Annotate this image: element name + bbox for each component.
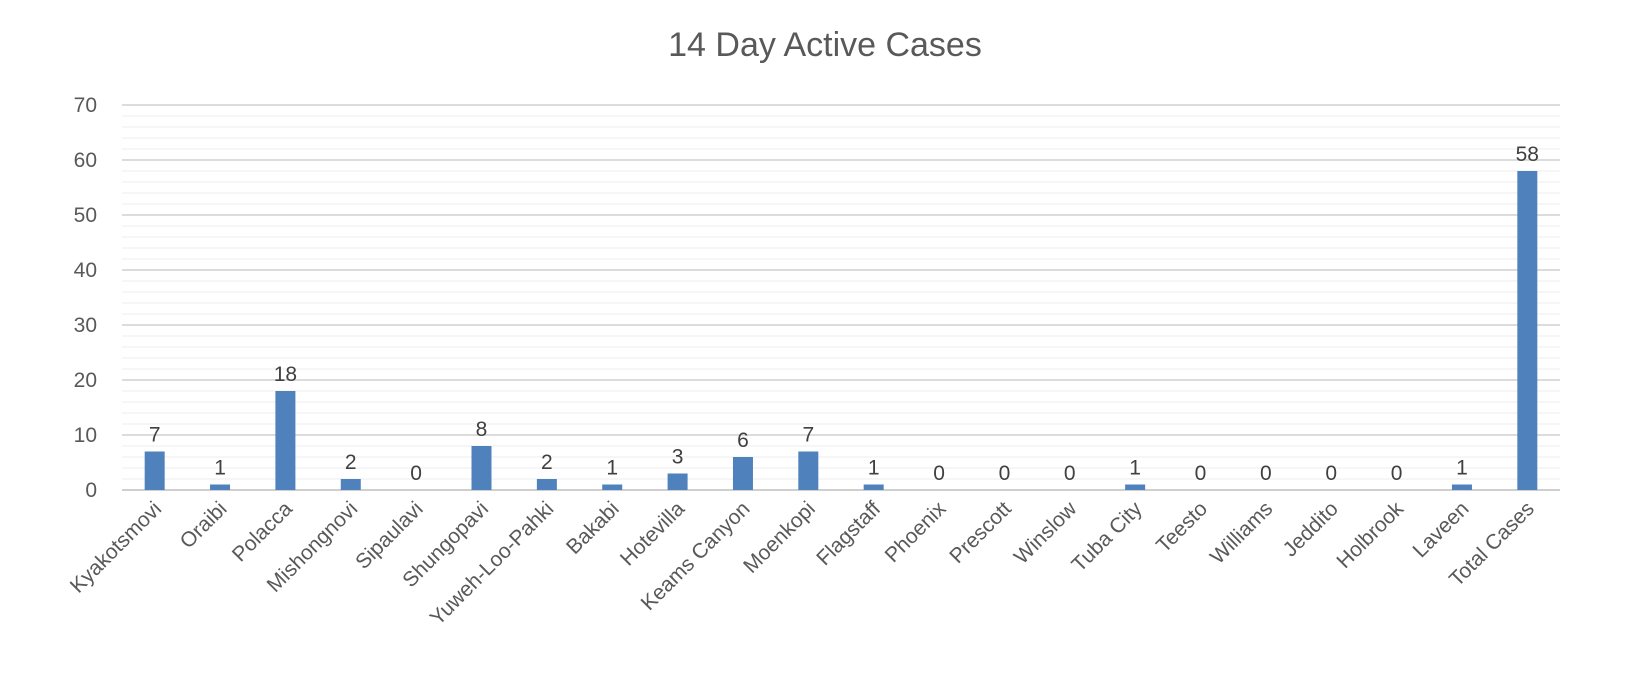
data-label: 0 (410, 462, 422, 485)
data-label: 0 (1391, 462, 1403, 485)
y-tick-label: 50 (74, 204, 97, 227)
data-label: 8 (476, 418, 488, 441)
data-label: 1 (1129, 457, 1141, 480)
data-labels: 7 1 18 2 0 8 2 1 3 6 7 1 0 0 0 1 0 0 0 0 1 58 (149, 143, 1539, 485)
y-tick-label: 40 (74, 259, 97, 282)
bar (471, 446, 492, 490)
y-tick-label: 60 (74, 149, 97, 172)
x-tick-label: Yuweh-Loo-Pahki (426, 497, 559, 630)
data-label: 1 (1456, 457, 1468, 480)
x-tick-label: Jeddito (1279, 497, 1343, 561)
bar (1451, 484, 1472, 490)
y-tick-label: 0 (85, 479, 97, 502)
x-tick-label: Oraibi (176, 497, 232, 553)
bar (210, 484, 231, 490)
bar (536, 479, 557, 490)
bar (1517, 171, 1538, 490)
data-label: 2 (345, 451, 357, 474)
data-label: 1 (214, 457, 226, 480)
x-axis-labels: Kyakotsmovi OraibiPolaccaMishongnoviSipau… (66, 497, 1539, 630)
bar (863, 484, 884, 490)
x-tick-label: Kyakotsmovi (66, 497, 166, 597)
bar (667, 473, 688, 490)
y-tick-label: 70 (74, 94, 97, 117)
y-axis-ticks: 0 10 20 30 40 50 60 70 (74, 94, 97, 502)
bar (144, 451, 165, 490)
y-tick-label: 20 (74, 369, 97, 392)
x-tick-label: Prescott (945, 497, 1016, 568)
x-tick-label: Phoenix (881, 497, 951, 567)
data-label: 1 (868, 457, 880, 480)
bar (340, 479, 361, 490)
data-label: 58 (1516, 143, 1539, 166)
x-tick-label: Williams (1206, 497, 1278, 569)
data-label: 1 (606, 457, 618, 480)
data-label: 0 (999, 462, 1011, 485)
bar (732, 457, 753, 490)
bar (1125, 484, 1146, 490)
data-label: 0 (1325, 462, 1337, 485)
data-label: 0 (1195, 462, 1207, 485)
x-tick-label: Tuba City (1067, 497, 1147, 577)
x-tick-label: Teesto (1152, 497, 1212, 557)
bar (602, 484, 623, 490)
data-label: 18 (274, 363, 297, 386)
x-tick-label: Holbrook (1332, 497, 1408, 573)
bar (275, 391, 296, 490)
gridlines (122, 104, 1560, 491)
data-label: 3 (672, 446, 684, 469)
chart-title: 14 Day Active Cases (668, 26, 982, 64)
bar (798, 451, 819, 490)
y-tick-label: 10 (74, 424, 97, 447)
x-tick-label: Flagstaff (812, 497, 885, 570)
x-tick-label: Laveen (1409, 497, 1474, 562)
data-label: 0 (933, 462, 945, 485)
x-tick-label: Bakabi (562, 497, 624, 559)
x-tick-label: Moenkopi (739, 497, 820, 578)
y-tick-label: 30 (74, 314, 97, 337)
data-label: 7 (802, 424, 814, 447)
data-label: 7 (149, 424, 161, 447)
bars (144, 171, 1538, 490)
data-label: 0 (1064, 462, 1076, 485)
data-label: 2 (541, 451, 553, 474)
data-label: 6 (737, 429, 749, 452)
data-label: 0 (1260, 462, 1272, 485)
